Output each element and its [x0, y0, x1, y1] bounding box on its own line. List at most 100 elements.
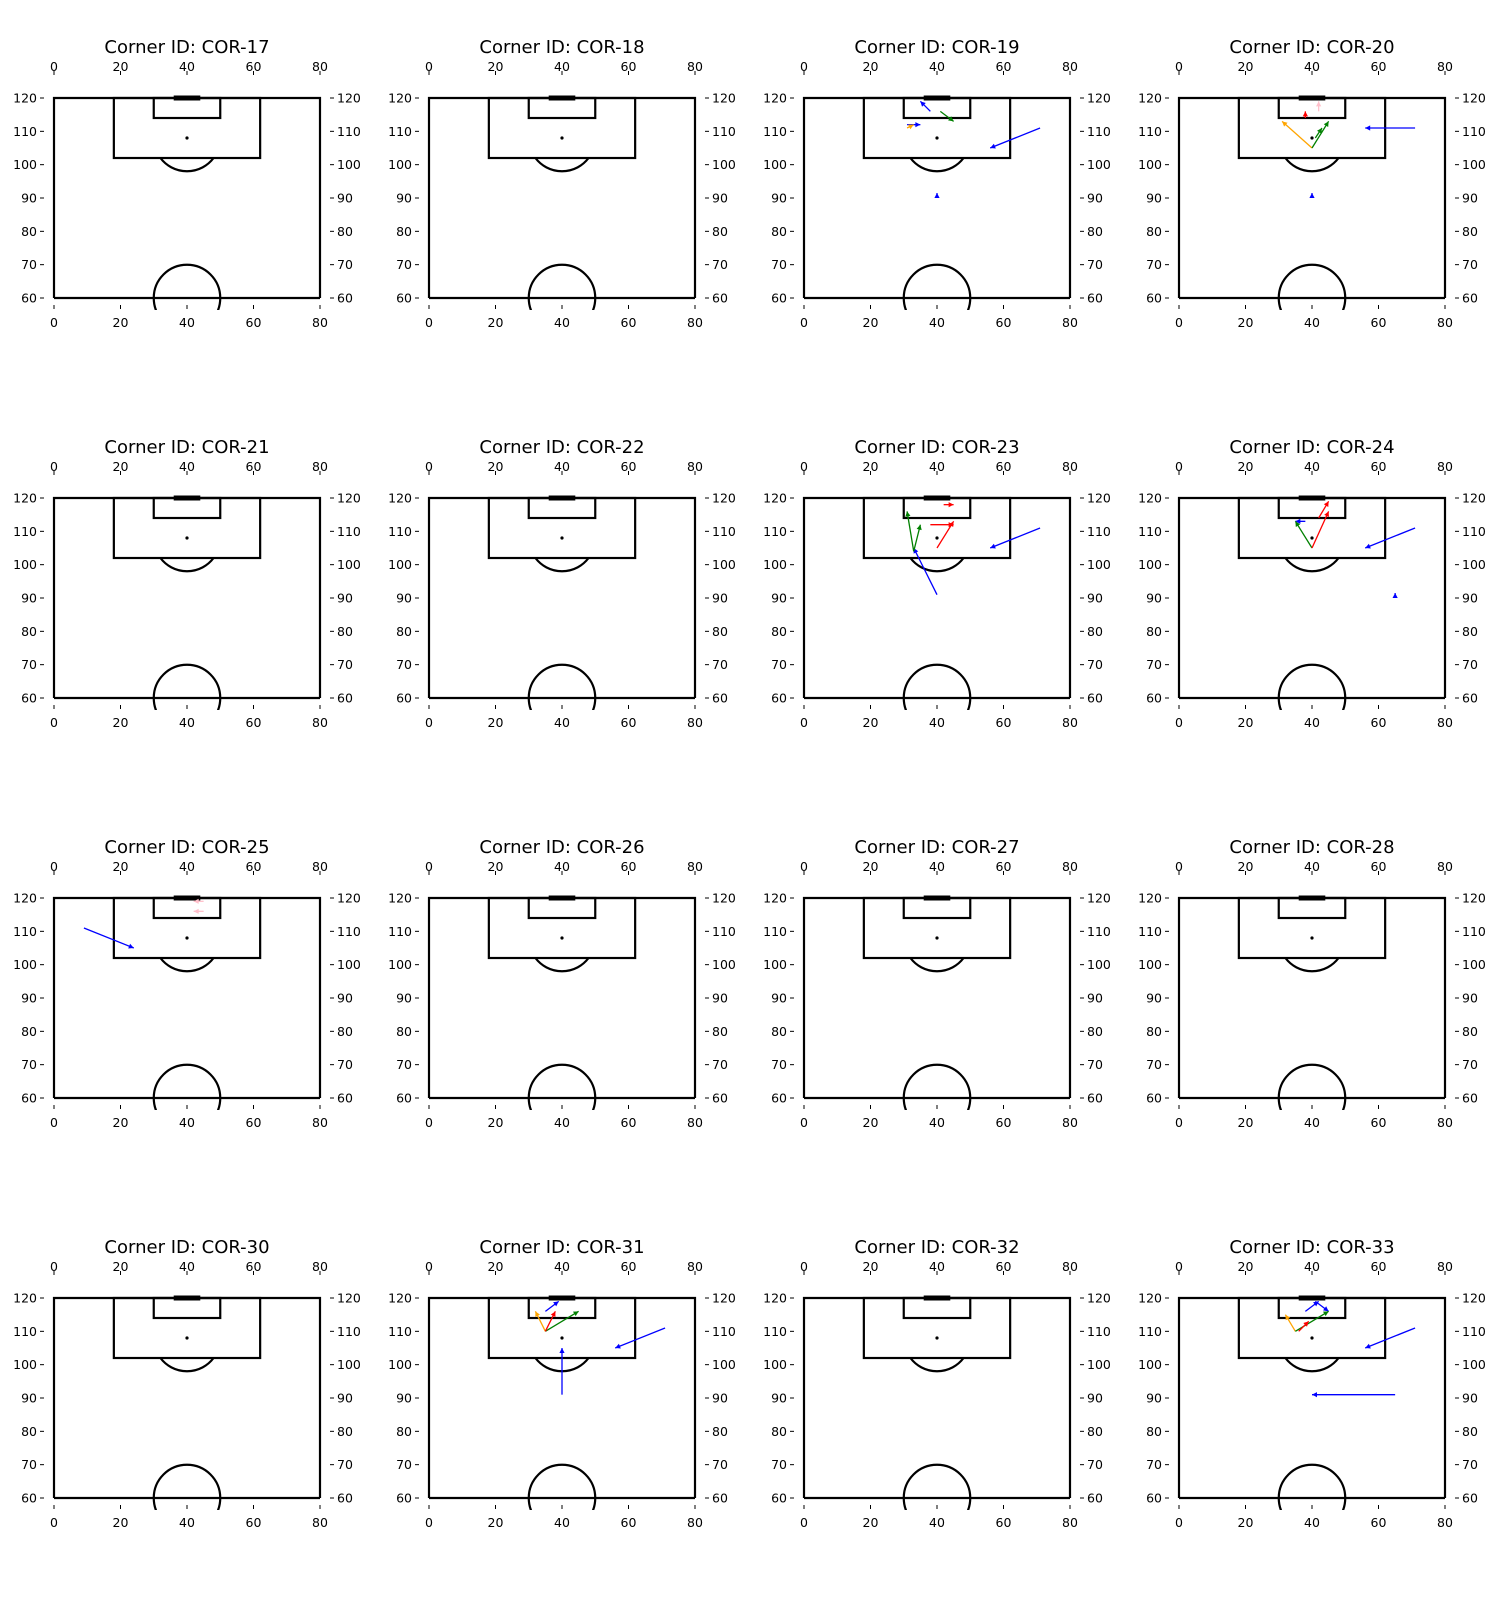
x-tick-label-top: 80: [1062, 1259, 1078, 1274]
x-tick-label-bottom: 40: [929, 315, 945, 330]
chart-svg: Corner ID: COR-31 0 0 20 20 40 40 60 60 80 80 60 60 7…: [388, 1237, 736, 1530]
x-tick-label-bottom: 0: [425, 1115, 433, 1130]
y-tick-label-left: 70: [396, 657, 412, 672]
ticks: 0 0 20 20 40 40 60 60 80 80 60 60 70 70 80 80 90 90 100 100…: [13, 859, 361, 1130]
chart-title: Corner ID: COR-18: [479, 37, 644, 58]
x-tick-label-bottom: 0: [425, 715, 433, 730]
pitch: [802, 495, 1072, 710]
six-yard-box: [527, 496, 597, 520]
pass-arrow: [1314, 127, 1323, 139]
x-tick-label-bottom: 80: [687, 315, 703, 330]
pitch-boundary: [52, 496, 322, 698]
chart-panel: Corner ID: COR-22 0 0 20 20 40 40 60 60 80 80 60 60 7…: [375, 400, 750, 800]
pass-arrow-head: [128, 943, 134, 949]
x-tick-label-top: 0: [50, 59, 58, 74]
y-tick-label-right: 100: [712, 1357, 736, 1372]
centre-circle: [152, 663, 222, 710]
pass-arrow-shaft: [1294, 520, 1313, 549]
y-tick-label-right: 60: [712, 1091, 728, 1106]
y-tick-label-left: 110: [388, 124, 412, 139]
pitch-boundary: [52, 96, 322, 298]
pitch-boundary: [427, 1296, 697, 1498]
pass-arrow-shaft: [989, 527, 1041, 549]
penalty-box: [1237, 896, 1387, 960]
ticks: 0 0 20 20 40 40 60 60 80 80 60 60 70 70 80 80 90 90 100 100…: [1138, 1259, 1486, 1530]
x-tick-label-top: 0: [800, 59, 808, 74]
centre-circle: [527, 263, 597, 310]
six-yard-box: [152, 96, 222, 120]
y-tick-label-right: 100: [1087, 1357, 1111, 1372]
penalty-spot: [560, 536, 564, 540]
six-yard-box: [152, 496, 222, 520]
y-tick-label-right: 100: [1462, 557, 1486, 572]
y-tick-label-left: 90: [1146, 591, 1162, 606]
y-tick-label-left: 110: [763, 124, 787, 139]
x-tick-label-bottom: 60: [621, 715, 637, 730]
centre-circle: [902, 263, 972, 310]
y-tick-label-left: 100: [388, 1357, 412, 1372]
pass-arrow-head: [1392, 593, 1398, 598]
y-tick-label-right: 90: [337, 191, 353, 206]
y-tick-label-right: 60: [337, 291, 353, 306]
x-tick-label-bottom: 20: [113, 1115, 129, 1130]
y-tick-label-right: 80: [337, 224, 353, 239]
y-tick-label-right: 60: [1087, 291, 1103, 306]
pass-arrows: [1281, 101, 1416, 198]
y-tick-label-left: 120: [388, 491, 412, 506]
pass-arrow: [559, 1348, 565, 1395]
ticks: 0 0 20 20 40 40 60 60 80 80 60 60 70 70 80 80 90 90 100 100…: [763, 59, 1111, 330]
penalty-arc: [534, 957, 590, 973]
centre-circle: [902, 1463, 972, 1510]
y-tick-label-left: 100: [763, 157, 787, 172]
pass-arrow-head: [1323, 1311, 1329, 1317]
y-tick-label-left: 80: [396, 224, 412, 239]
y-tick-label-right: 60: [1087, 1091, 1103, 1106]
chart-panel: Corner ID: COR-19 0 0 20 20 40 40 60 60 80 80 60 60 7…: [750, 0, 1125, 400]
pass-arrow-head: [1365, 125, 1371, 131]
y-tick-label-right: 90: [1087, 591, 1103, 606]
x-tick-label-top: 80: [312, 59, 328, 74]
pass-arrow-head: [920, 101, 926, 107]
chart-title: Corner ID: COR-30: [104, 1237, 269, 1258]
y-tick-label-right: 80: [712, 624, 728, 639]
chart-title: Corner ID: COR-17: [104, 37, 269, 58]
x-tick-label-bottom: 40: [179, 1515, 195, 1530]
pass-arrow-head: [1365, 543, 1371, 549]
pitch: [52, 495, 322, 710]
x-tick-label-bottom: 40: [1304, 1115, 1320, 1130]
x-tick-label-top: 60: [621, 859, 637, 874]
x-tick-label-bottom: 80: [1062, 1515, 1078, 1530]
y-tick-label-left: 60: [396, 1491, 412, 1506]
x-tick-label-bottom: 40: [554, 1515, 570, 1530]
y-tick-label-left: 70: [771, 1457, 787, 1472]
x-tick-label-top: 60: [1371, 1259, 1387, 1274]
y-tick-label-left: 70: [771, 257, 787, 272]
y-tick-label-left: 70: [396, 1057, 412, 1072]
x-tick-label-top: 40: [929, 859, 945, 874]
x-tick-label-bottom: 80: [1437, 715, 1453, 730]
y-tick-label-right: 80: [1087, 224, 1103, 239]
y-tick-label-left: 110: [13, 1324, 37, 1339]
pitch: [1177, 1295, 1447, 1510]
y-tick-label-left: 60: [1146, 1091, 1162, 1106]
x-tick-label-bottom: 40: [929, 1115, 945, 1130]
y-tick-label-right: 80: [337, 1024, 353, 1039]
chart-svg: Corner ID: COR-21 0 0 20 20 40 40 60 60 80 80 60 60 7…: [13, 437, 361, 730]
pass-arrow: [934, 193, 940, 198]
y-tick-label-right: 60: [1462, 291, 1478, 306]
y-tick-label-left: 120: [763, 1291, 787, 1306]
pitch: [427, 1295, 697, 1510]
y-tick-label-right: 120: [337, 491, 361, 506]
x-tick-label-top: 20: [113, 59, 129, 74]
y-tick-label-left: 110: [1138, 524, 1162, 539]
x-tick-label-top: 80: [1437, 59, 1453, 74]
pass-arrow-shaft: [906, 511, 915, 552]
y-tick-label-left: 100: [13, 157, 37, 172]
chart-svg: Corner ID: COR-25 0 0 20 20 40 40 60 60 80 80 60 60 7…: [13, 837, 361, 1130]
pitch: [52, 895, 322, 1110]
x-tick-label-bottom: 0: [1175, 715, 1183, 730]
y-tick-label-left: 80: [396, 624, 412, 639]
y-tick-label-left: 80: [21, 1424, 37, 1439]
chart-svg: Corner ID: COR-19 0 0 20 20 40 40 60 60 80 80 60 60 7…: [763, 37, 1111, 330]
y-tick-label-right: 120: [337, 891, 361, 906]
